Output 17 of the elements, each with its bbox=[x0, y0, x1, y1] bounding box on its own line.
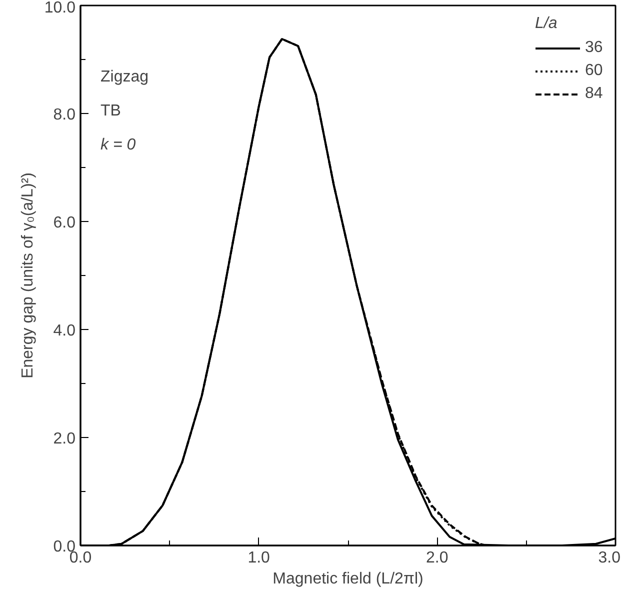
y-tick-label: 10.0 bbox=[44, 0, 76, 16]
legend-label: 60 bbox=[585, 62, 604, 80]
legend-label: 36 bbox=[585, 39, 604, 57]
annotation: k = 0 bbox=[100, 136, 136, 154]
y-axis-title: Energy gap (units of γ₀(a/L)²) bbox=[19, 172, 36, 378]
y-tick-label: 6.0 bbox=[53, 214, 76, 232]
y-tick-label: 2.0 bbox=[53, 430, 76, 448]
legend-label: 84 bbox=[585, 85, 604, 103]
x-tick-label: 2.0 bbox=[426, 550, 448, 566]
x-tick-label: 1.0 bbox=[248, 550, 270, 566]
x-tick-label: 3.0 bbox=[598, 550, 621, 566]
y-tick-label: 4.0 bbox=[53, 322, 76, 340]
y-tick-label: 8.0 bbox=[53, 106, 76, 124]
x-axis-title: Magnetic field (L/2πl) bbox=[272, 570, 424, 588]
annotation: Zigzag bbox=[100, 68, 149, 86]
annotation: TB bbox=[100, 102, 121, 120]
legend-title: L/a bbox=[535, 15, 558, 33]
